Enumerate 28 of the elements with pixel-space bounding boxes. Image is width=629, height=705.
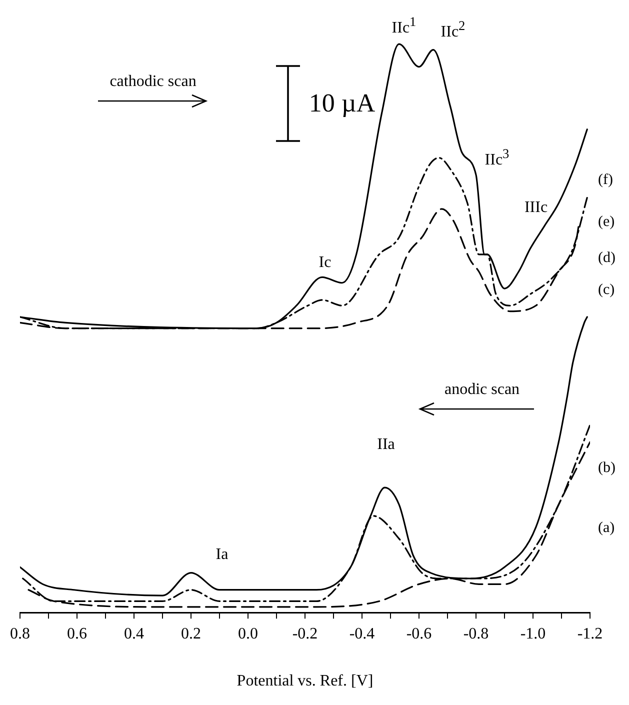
annotation: IIc$^{3}$ — [484, 146, 510, 169]
x-tick-label: -0.8 — [463, 625, 489, 642]
annotation: cathodic scan — [110, 73, 196, 91]
x-tick-label: 0.0 — [238, 625, 258, 642]
annotation: Ia — [216, 546, 228, 564]
annotation: IIa — [377, 436, 395, 454]
annotation: IIIc — [524, 199, 548, 217]
text: IIc$^{1}$ — [392, 14, 416, 37]
x-axis-title: Potential vs. Ref. [V] — [236, 672, 374, 690]
series-label: (d) — [598, 250, 616, 266]
x-tick-label: -0.2 — [292, 625, 318, 642]
series-label: (e) — [598, 214, 615, 230]
x-tick-label: -1.0 — [520, 625, 546, 642]
series-label: (f) — [598, 172, 613, 188]
text: IIc$^{2}$ — [440, 18, 466, 41]
series-label: (c) — [598, 282, 615, 298]
text: (a) — [598, 520, 615, 536]
x-tick-label: 0.2 — [181, 625, 201, 642]
x-tick-label: 0.4 — [124, 625, 144, 642]
annotation: 10 µA — [308, 88, 376, 118]
annotation: anodic scan — [444, 381, 520, 399]
x-tick-label: 0.8 — [10, 625, 30, 642]
x-tick-label: -0.4 — [349, 625, 375, 642]
x-tick-label: -0.6 — [406, 625, 432, 642]
series-label: (b) — [598, 460, 616, 476]
x-tick-label: -1.2 — [577, 625, 603, 642]
x-tick-label: 0.6 — [67, 625, 87, 642]
annotation: Ic — [318, 254, 332, 272]
